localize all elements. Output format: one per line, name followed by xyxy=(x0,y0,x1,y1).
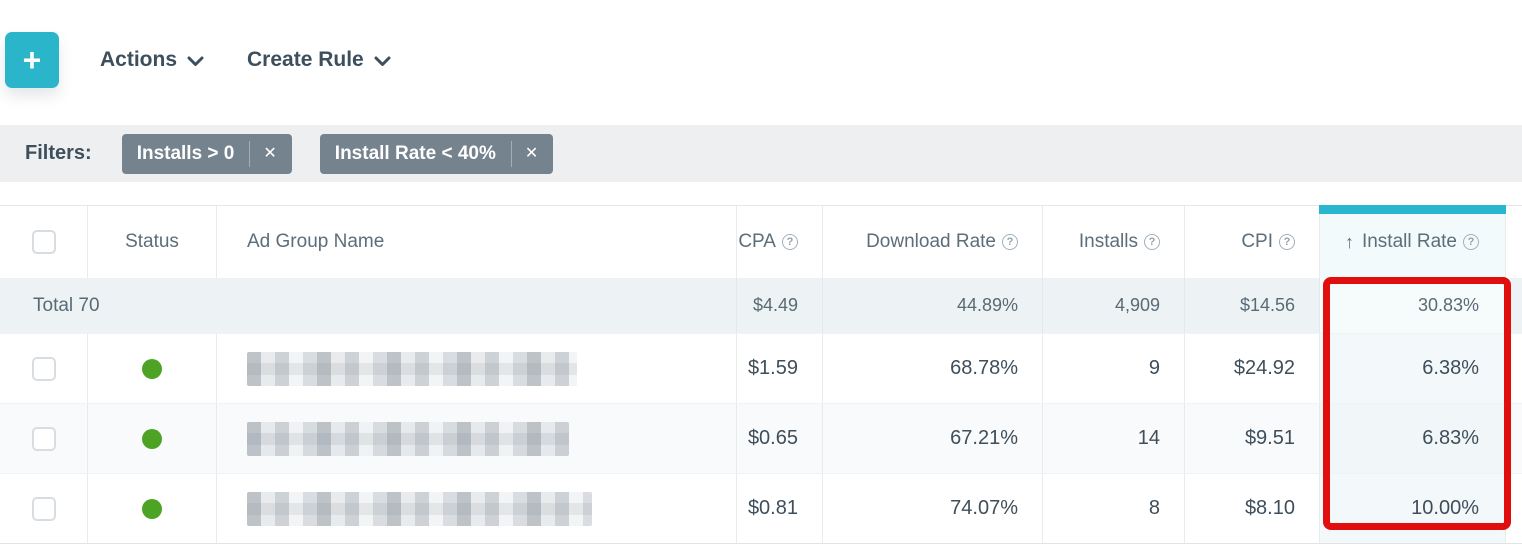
installs-cell: 9 xyxy=(1043,334,1185,403)
total-row: Total 70 $4.49 44.89% 4,909 $14.56 30.83… xyxy=(0,278,1522,333)
installs-cell: 8 xyxy=(1043,474,1185,543)
header-checkbox-cell xyxy=(0,206,88,278)
column-header-ad-group-name[interactable]: Ad Group Name xyxy=(217,206,737,278)
filter-chip-install-rate[interactable]: Install Rate < 40% ✕ xyxy=(319,133,554,174)
create-rule-dropdown[interactable]: Create Rule xyxy=(247,32,391,88)
table-row: $1.59 68.78% 9 $24.92 6.38% xyxy=(0,333,1522,403)
create-rule-dropdown-label: Create Rule xyxy=(247,48,364,71)
table-row: $0.81 74.07% 8 $8.10 10.00% xyxy=(0,473,1522,543)
filter-chip-label: Installs > 0 xyxy=(136,142,235,164)
installs-cell: 14 xyxy=(1043,404,1185,473)
filters-label: Filters: xyxy=(25,142,92,164)
help-icon[interactable]: ? xyxy=(1279,234,1295,250)
help-icon[interactable]: ? xyxy=(1002,234,1018,250)
actions-dropdown-label: Actions xyxy=(100,48,178,71)
chevron-down-icon xyxy=(374,56,391,66)
install-rate-cell: 6.38% xyxy=(1320,334,1506,403)
column-header-installs[interactable]: Installs ? xyxy=(1043,206,1185,278)
cpa-cell: $0.81 xyxy=(737,474,823,543)
total-label: Total 70 xyxy=(0,278,737,333)
help-icon[interactable]: ? xyxy=(782,234,798,250)
column-header-install-rate[interactable]: ↑ Install Rate ? xyxy=(1319,205,1506,278)
install-rate-cell: 10.00% xyxy=(1320,474,1506,543)
status-active-icon xyxy=(142,498,162,519)
select-all-checkbox[interactable] xyxy=(31,230,56,254)
ad-groups-table: Status Ad Group Name CPA ? Download Rate… xyxy=(0,205,1522,544)
total-cpa: $4.49 xyxy=(737,278,823,333)
cpa-cell: $0.65 xyxy=(737,404,823,473)
table-header-row: Status Ad Group Name CPA ? Download Rate… xyxy=(0,205,1522,278)
chip-divider xyxy=(510,140,512,167)
download-rate-cell: 68.78% xyxy=(823,334,1043,403)
row-checkbox[interactable] xyxy=(31,356,56,381)
cpi-cell: $24.92 xyxy=(1185,334,1320,403)
total-cpi: $14.56 xyxy=(1185,278,1320,333)
column-header-cpi[interactable]: CPI ? xyxy=(1185,206,1320,278)
cpi-cell: $8.10 xyxy=(1185,474,1320,543)
actions-dropdown[interactable]: Actions xyxy=(100,32,204,88)
total-installs: 4,909 xyxy=(1043,278,1185,333)
cpi-cell: $9.51 xyxy=(1185,404,1320,473)
filters-bar: Filters: Installs > 0 ✕ Install Rate < 4… xyxy=(0,125,1522,182)
plus-icon: + xyxy=(22,42,42,78)
download-rate-cell: 67.21% xyxy=(823,404,1043,473)
add-button[interactable]: + xyxy=(5,32,59,88)
chevron-down-icon xyxy=(187,56,204,66)
filter-chip-installs[interactable]: Installs > 0 ✕ xyxy=(121,133,292,174)
download-rate-cell: 74.07% xyxy=(823,474,1043,543)
cpa-cell: $1.59 xyxy=(737,334,823,403)
help-icon[interactable]: ? xyxy=(1144,234,1160,250)
total-download-rate: 44.89% xyxy=(823,278,1043,333)
install-rate-cell: 6.83% xyxy=(1320,404,1506,473)
status-active-icon xyxy=(142,428,162,449)
row-checkbox[interactable] xyxy=(31,426,56,451)
redacted-ad-group-name xyxy=(247,491,592,526)
chip-divider xyxy=(249,140,251,167)
status-active-icon xyxy=(142,358,162,379)
header-stub-cell xyxy=(1506,206,1522,278)
remove-filter-icon[interactable]: ✕ xyxy=(524,144,539,162)
row-checkbox[interactable] xyxy=(31,496,56,521)
table-row: $0.65 67.21% 14 $9.51 6.83% xyxy=(0,403,1522,473)
column-header-download-rate[interactable]: Download Rate ? xyxy=(823,206,1043,278)
total-install-rate: 30.83% xyxy=(1320,278,1506,333)
sort-ascending-icon: ↑ xyxy=(1344,231,1354,252)
filter-chip-label: Install Rate < 40% xyxy=(334,142,496,164)
remove-filter-icon[interactable]: ✕ xyxy=(263,144,277,162)
column-header-cpa[interactable]: CPA ? xyxy=(737,206,823,278)
column-header-status[interactable]: Status xyxy=(88,206,217,278)
redacted-ad-group-name xyxy=(247,421,569,456)
help-icon[interactable]: ? xyxy=(1463,234,1479,250)
redacted-ad-group-name xyxy=(247,351,577,386)
